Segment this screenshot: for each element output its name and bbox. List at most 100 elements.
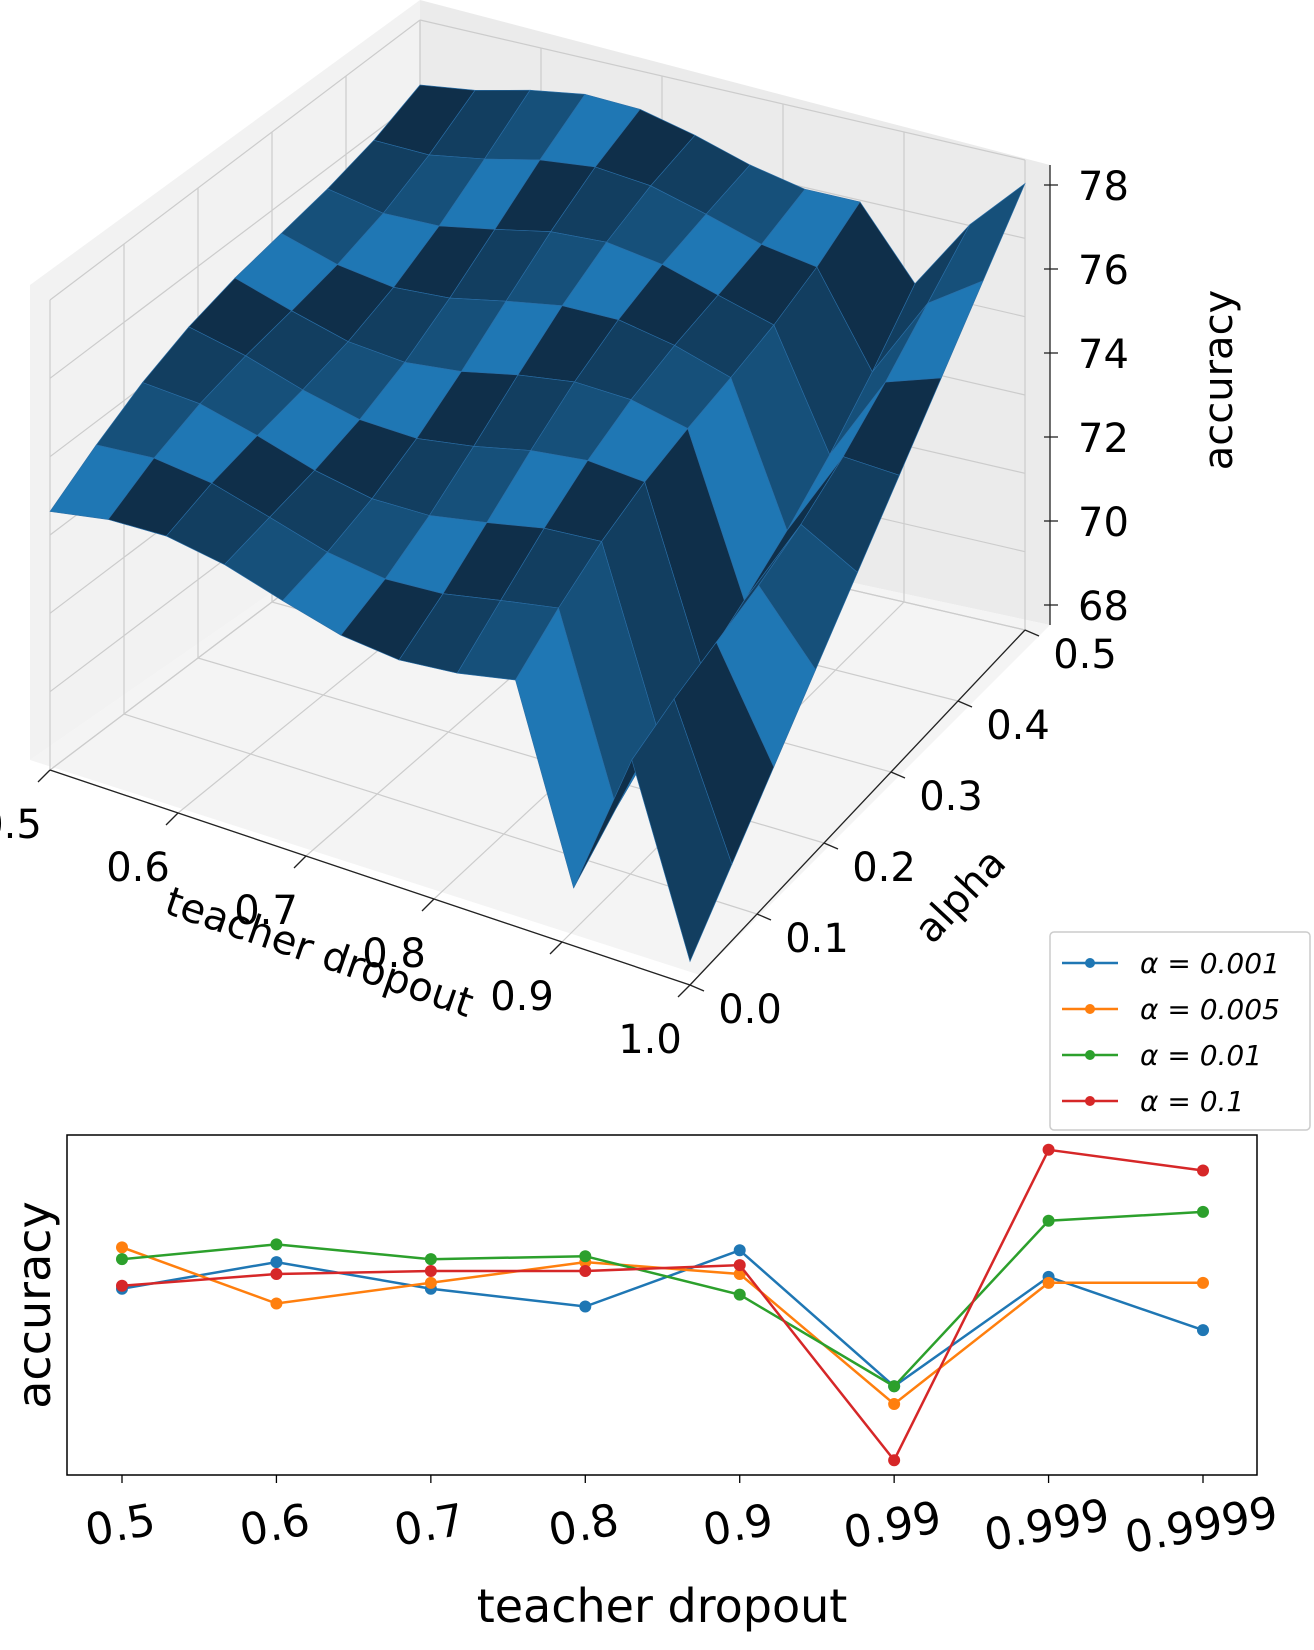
data-point xyxy=(1197,1324,1209,1337)
z-tick-label: 70 xyxy=(1078,500,1129,546)
data-point xyxy=(733,1244,746,1257)
line-y-axis-label: accuracy xyxy=(7,1201,61,1409)
line-x-tick-label: 0.7 xyxy=(390,1494,468,1556)
line-x-tick-label: 0.9999 xyxy=(1121,1487,1281,1564)
data-point xyxy=(424,1265,437,1277)
z-tick-label: 74 xyxy=(1078,332,1129,378)
x-tick-mark xyxy=(677,984,691,998)
y-tick-mark xyxy=(689,984,705,992)
data-point xyxy=(733,1288,746,1301)
y-tick-label: 0.3 xyxy=(919,774,983,820)
line-x-ticks: 0.5 0.6 0.7 0.8 0.9 0.99 0.999 0.9999 xyxy=(81,1475,1282,1564)
line-x-tick-label: 0.6 xyxy=(236,1494,314,1556)
x-tick-label: 0.5 xyxy=(0,802,42,848)
z-tick-label: 78 xyxy=(1078,164,1129,210)
wall-grid-h xyxy=(49,97,421,379)
legend-label: α = 0.1 xyxy=(1140,1085,1244,1118)
data-point xyxy=(733,1259,746,1272)
data-point xyxy=(270,1297,283,1310)
floor-grid-y xyxy=(123,713,758,915)
surface-3d-chart: 0.50.60.70.80.91.0 0.00.10.20.30.40.5 68… xyxy=(0,0,1242,1060)
x-tick-label: 0.9 xyxy=(490,974,554,1020)
line-x-tick-label: 0.999 xyxy=(980,1490,1113,1562)
series-1 xyxy=(116,1241,1209,1411)
x-tick-mark xyxy=(165,812,179,826)
surface-patches xyxy=(49,84,1026,963)
data-point xyxy=(579,1256,592,1269)
data-point xyxy=(1042,1143,1055,1156)
x-tick-mark xyxy=(549,941,563,955)
plot-frame xyxy=(66,1134,1258,1476)
x-tick-label: 1.0 xyxy=(618,1017,682,1060)
x-tick-mark xyxy=(421,898,435,912)
series-2 xyxy=(116,1205,1209,1393)
series-0 xyxy=(116,1244,1209,1393)
line-x-tick-label: 0.9 xyxy=(699,1494,777,1556)
line-x-axis-label: teacher dropout xyxy=(477,1579,848,1633)
data-point xyxy=(1042,1270,1055,1283)
data-point xyxy=(1042,1276,1055,1289)
data-point xyxy=(888,1380,901,1393)
wall-grid-h xyxy=(419,19,1026,161)
data-point xyxy=(116,1282,128,1295)
y-axis-ticks: 0.00.10.20.30.40.5 xyxy=(689,629,1117,1033)
wall-grid-h xyxy=(49,19,421,301)
y-tick-label: 0.1 xyxy=(785,916,849,962)
line-x-tick-label: 0.5 xyxy=(81,1494,159,1556)
x-tick-mark xyxy=(37,769,51,783)
data-point xyxy=(888,1398,901,1411)
z-tick-label: 68 xyxy=(1078,584,1129,630)
z-axis-label: accuracy xyxy=(1196,290,1242,470)
data-point xyxy=(579,1250,592,1263)
x-tick-label: 0.6 xyxy=(106,845,170,891)
data-point xyxy=(424,1253,437,1266)
y-tick-mark xyxy=(957,700,973,708)
x-axis-label: teacher dropout xyxy=(159,879,479,1027)
series-line xyxy=(121,1148,1204,1463)
data-point xyxy=(424,1282,437,1295)
data-point xyxy=(1197,1205,1209,1218)
y-tick-label: 0.0 xyxy=(718,987,782,1033)
x-tick-mark xyxy=(293,855,307,869)
data-point xyxy=(116,1253,128,1266)
data-point xyxy=(1042,1214,1055,1227)
surface-patch xyxy=(631,698,733,963)
y-tick-label: 0.4 xyxy=(986,703,1050,749)
y-tick-mark xyxy=(823,842,839,850)
data-point xyxy=(1197,1164,1209,1177)
z-axis-ticks: 68 70 72 74 76 78 xyxy=(1044,164,1129,630)
y-tick-label: 0.5 xyxy=(1053,632,1117,678)
data-point xyxy=(733,1267,746,1280)
series-line xyxy=(121,1248,1204,1388)
x-axis-line xyxy=(49,769,691,986)
series-3 xyxy=(116,1143,1209,1467)
data-point xyxy=(116,1279,128,1292)
y-tick-mark xyxy=(756,913,772,921)
data-point xyxy=(424,1276,437,1289)
line-x-tick-label: 0.8 xyxy=(545,1494,623,1556)
y-tick-mark xyxy=(1024,629,1040,637)
data-point xyxy=(116,1241,128,1254)
data-point xyxy=(579,1265,592,1277)
series-line xyxy=(121,1210,1204,1388)
data-point xyxy=(579,1300,592,1313)
data-point xyxy=(270,1256,283,1269)
data-point xyxy=(270,1238,283,1251)
line-x-tick-label: 0.99 xyxy=(840,1492,945,1559)
y-tick-mark xyxy=(890,771,906,779)
y-axis-label: alpha xyxy=(906,840,1015,952)
3d-axes xyxy=(49,165,1051,986)
x-axis-ticks: 0.5 0.6 0.7 0.8 0.9 1.0 xyxy=(0,769,691,1060)
line-series xyxy=(116,1143,1209,1467)
z-tick-label: 72 xyxy=(1078,416,1129,462)
data-point xyxy=(888,1380,901,1393)
x-tick-label: 0.7 xyxy=(234,888,298,934)
legend-marker xyxy=(1085,1096,1095,1106)
data-point xyxy=(1197,1276,1209,1289)
y-tick-label: 0.2 xyxy=(852,845,916,891)
x-tick-label: 0.8 xyxy=(362,931,426,977)
data-point xyxy=(888,1454,901,1467)
z-tick-label: 76 xyxy=(1078,248,1129,294)
y-axis-line xyxy=(689,629,1026,986)
series-line xyxy=(121,1246,1203,1406)
